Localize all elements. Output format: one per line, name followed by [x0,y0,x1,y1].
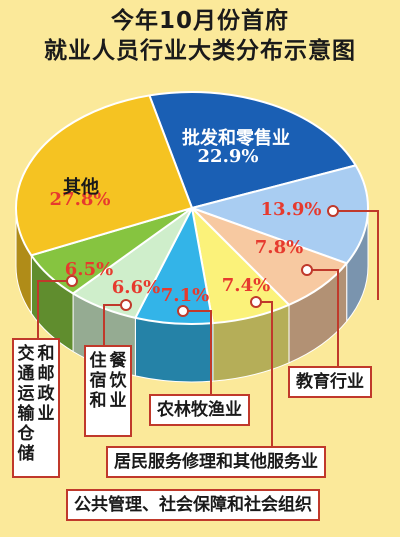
value-label-2: 7.8% [255,237,303,258]
chart-title-line-1: 今年10月份首府 [110,8,289,34]
pie-top-layer [15,91,369,325]
pie-side-slice-4 [134,317,214,383]
value-label-6: 6.5% [65,259,113,280]
lodging-label-col-1: 住宿和 [89,351,107,411]
transport-label-col-2: 和邮政业 [37,344,55,424]
value-label-0: 22.9% [198,146,259,167]
value-label-4: 7.1% [161,285,209,306]
leader-dot-6 [66,275,78,287]
leader-dot-5 [120,299,132,311]
category-label-education: 教育行业 [288,366,372,398]
value-label-5: 6.6% [112,277,160,298]
category-label-lodging: 住宿和餐饮业 [84,345,132,437]
category-label-other: 其他 [63,177,99,198]
category-label-wholesale-retail: 批发和零售业 [182,128,290,149]
leader-line-5 [103,304,126,345]
lodging-label-col-2: 餐饮业 [109,351,127,411]
category-label-resident-services: 居民服务修理和其他服务业 [106,446,326,478]
leader-line-4 [183,310,212,394]
transport-label-col-1: 交通运输仓储 [17,344,35,464]
category-label-agriculture: 农林牧渔业 [149,394,250,426]
category-label-transport: 交通运输仓储和邮政业 [12,338,60,478]
leader-dot-2 [301,264,313,276]
leader-line-6 [37,280,72,338]
leader-dot-4 [177,305,189,317]
leader-dot-1 [327,205,339,217]
chart-title: 今年10月份首府 就业人员行业大类分布示意图 [0,6,400,66]
leader-lines [37,205,379,446]
leader-line-2 [307,269,339,366]
value-labels: 22.9% 13.9% 7.8% 7.4% 7.1%6.6%6.5% 27.8% [50,146,322,306]
value-label-3: 7.4% [222,275,270,296]
pie-slice-slice-7 [15,94,193,257]
value-label-1: 13.9% [261,199,322,220]
chart-title-line-2: 就业人员行业大类分布示意图 [44,38,356,64]
value-label-7: 27.8% [50,189,111,210]
pie-slice-slice-0 [148,91,357,209]
pie-slice-slice-1 [191,164,369,265]
leader-dot-3 [250,296,262,308]
category-label-public-admin: 公共管理、社会保障和社会组织 [66,489,320,521]
leader-line-1 [333,210,379,300]
